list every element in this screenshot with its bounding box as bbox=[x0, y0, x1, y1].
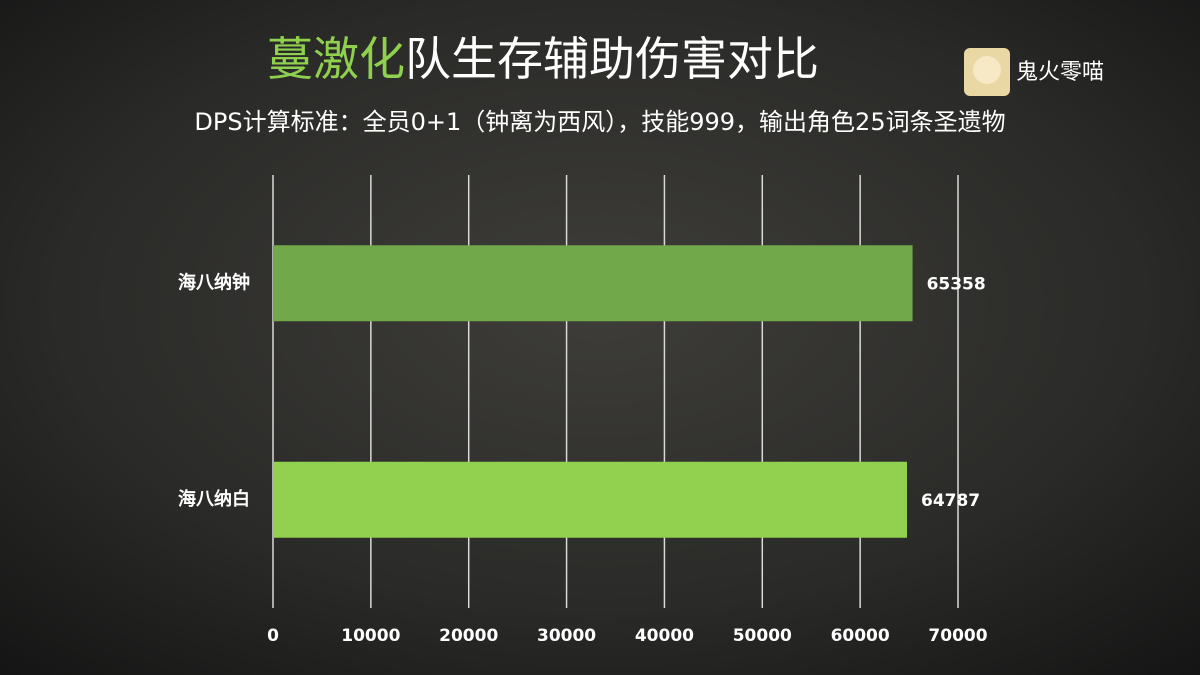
x-tick-label: 10000 bbox=[341, 626, 400, 646]
logo-text: 鬼火零喵 bbox=[1016, 60, 1104, 85]
x-tick-label: 20000 bbox=[439, 626, 498, 646]
y-tick-label: 海八纳钟 bbox=[178, 271, 250, 293]
data-label: 64787 bbox=[921, 491, 980, 511]
bar bbox=[273, 245, 913, 322]
chart-title: 蔓激化队生存辅助伤害对比 bbox=[267, 32, 819, 86]
x-tick-label: 50000 bbox=[733, 626, 792, 646]
title-part: 队生存辅助伤害对比 bbox=[405, 32, 819, 86]
y-tick-label: 海八纳白 bbox=[178, 488, 250, 510]
x-tick-label: 30000 bbox=[537, 626, 596, 646]
logo-face bbox=[973, 56, 1001, 84]
bar bbox=[273, 461, 907, 538]
data-label: 65358 bbox=[927, 274, 986, 294]
title-part: 蔓激化 bbox=[267, 32, 405, 86]
x-tick-label: 0 bbox=[267, 626, 279, 646]
subtitle: DPS计算标准：全员0+1（钟离为西风），技能999，输出角色25词条圣遗物 bbox=[194, 108, 1005, 136]
x-tick-label: 70000 bbox=[928, 626, 987, 646]
x-tick-label: 60000 bbox=[831, 626, 890, 646]
x-tick-label: 40000 bbox=[635, 626, 694, 646]
logo: 鬼火零喵 bbox=[964, 48, 1104, 96]
